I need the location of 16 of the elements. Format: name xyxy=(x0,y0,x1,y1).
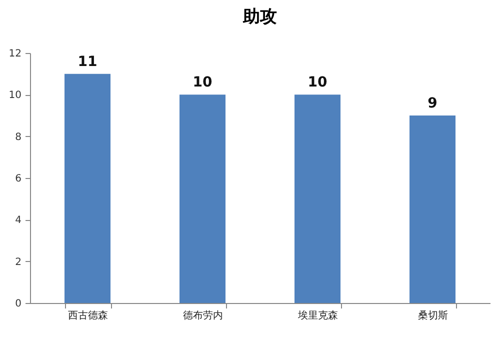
data-label: 11 xyxy=(78,54,98,70)
x-tick-label: 桑切斯 xyxy=(418,310,448,322)
y-tick-label: 4 xyxy=(15,215,22,226)
y-tick-label: 0 xyxy=(15,298,22,310)
y-tick-label: 8 xyxy=(15,132,22,143)
chart-title: 助攻 xyxy=(242,7,277,27)
x-tick-label: 德布劳内 xyxy=(183,310,223,322)
data-label: 10 xyxy=(308,74,328,91)
x-tick-label: 埃里克森 xyxy=(297,310,338,322)
y-tick-label: 12 xyxy=(8,48,22,60)
y-tick-label: 2 xyxy=(15,256,22,268)
data-label: 9 xyxy=(428,96,438,112)
data-label: 10 xyxy=(192,74,212,91)
y-tick-label: 6 xyxy=(15,174,22,184)
y-tick-label: 10 xyxy=(8,90,22,102)
x-tick-label: 西古德森 xyxy=(68,310,108,322)
